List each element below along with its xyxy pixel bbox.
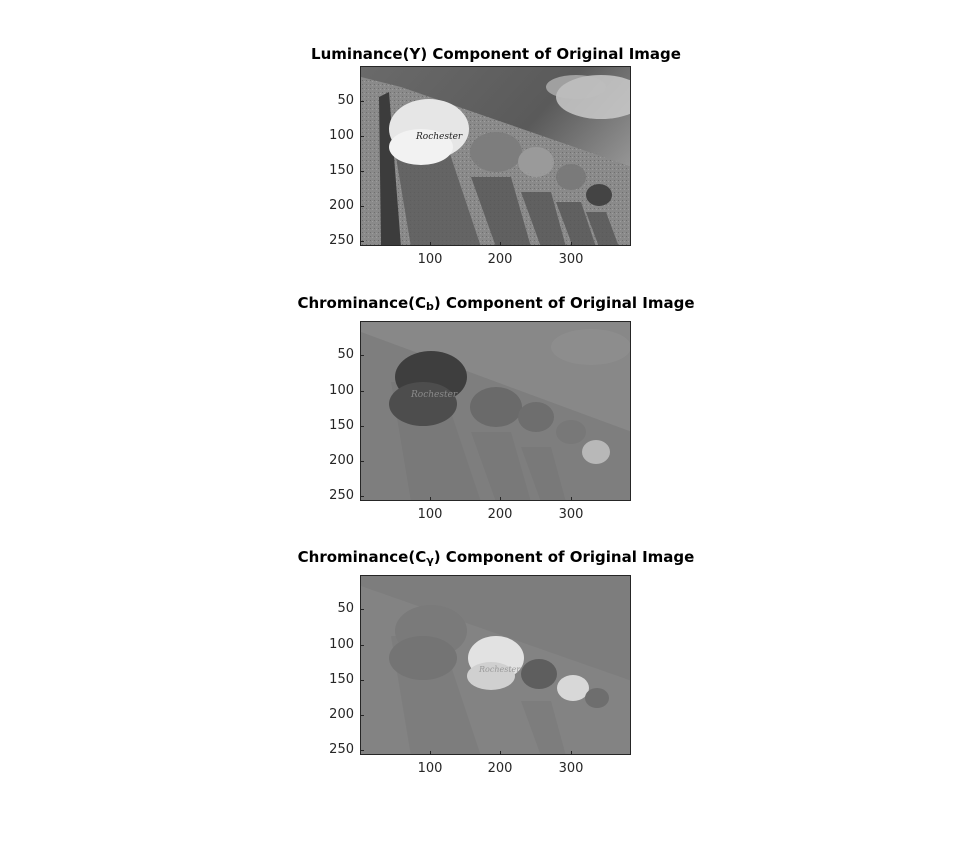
y-tick-label: 200	[329, 453, 354, 468]
y-tick-label: 150	[329, 418, 354, 433]
y-tick-label: 250	[329, 742, 354, 757]
cr-title: Chrominance(Cγ) Component of Original Im…	[297, 548, 695, 567]
cb-image: Rochester	[360, 321, 631, 501]
x-tick-label: 100	[417, 252, 443, 267]
svg-text:Rochester: Rochester	[478, 665, 521, 674]
x-tick-label: 100	[417, 507, 443, 522]
x-tick-label: 100	[417, 761, 443, 776]
x-tick-label: 200	[487, 252, 513, 267]
x-tick-label: 300	[558, 252, 584, 267]
cb-title: Chrominance(Cb) Component of Original Im…	[297, 294, 695, 313]
y-tick-label: 150	[329, 672, 354, 687]
cr-image: Rochester	[360, 575, 631, 755]
y-tick-label: 250	[329, 488, 354, 503]
y-tick-label: 250	[329, 233, 354, 248]
x-tick-label: 200	[487, 507, 513, 522]
y-tick-label: 50	[337, 601, 354, 616]
cb-panel: Chrominance(Cb) Component of Original Im…	[0, 0, 958, 522]
x-tick-label: 200	[487, 761, 513, 776]
cr-panel: Chrominance(Cγ) Component of Original Im…	[0, 0, 958, 776]
luminance-panel: Luminance(Y) Component of Original Image	[0, 0, 958, 267]
y-tick-label: 100	[329, 128, 354, 143]
svg-text:Rochester: Rochester	[415, 132, 463, 142]
luminance-title: Luminance(Y) Component of Original Image	[311, 45, 681, 63]
y-tick-label: 100	[329, 383, 354, 398]
y-tick-label: 200	[329, 707, 354, 722]
y-tick-label: 150	[329, 163, 354, 178]
y-tick-label: 100	[329, 637, 354, 652]
x-tick-label: 300	[558, 761, 584, 776]
y-tick-label: 200	[329, 198, 354, 213]
x-tick-label: 300	[558, 507, 584, 522]
svg-text:Rochester: Rochester	[410, 390, 458, 400]
y-tick-label: 50	[337, 347, 354, 362]
luminance-image: Rochester	[360, 66, 631, 246]
y-tick-label: 50	[337, 93, 354, 108]
